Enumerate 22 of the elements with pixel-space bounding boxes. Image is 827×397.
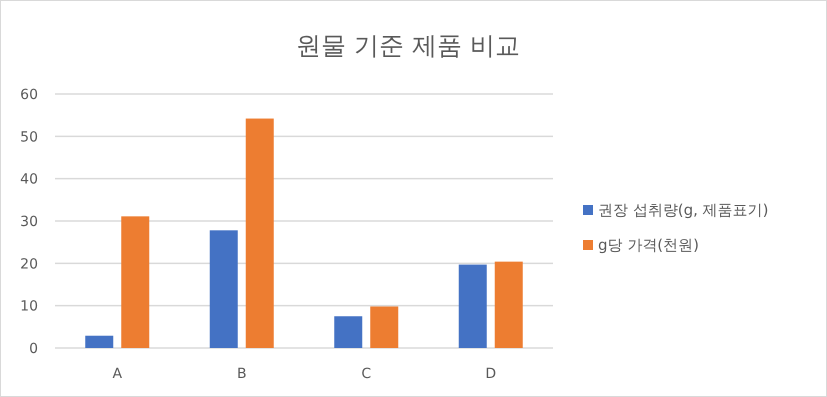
- x-tick-label: B: [236, 366, 247, 382]
- legend-label: 권장 섭취량(g, 제품표기): [598, 201, 769, 219]
- y-tick-label: 40: [20, 172, 38, 188]
- bar: [85, 336, 114, 348]
- y-tick-label: 20: [20, 256, 38, 272]
- y-tick-label: 50: [20, 129, 38, 146]
- bar: [458, 264, 487, 348]
- y-tick-label: 30: [20, 214, 38, 230]
- bar: [334, 316, 362, 348]
- bar: [210, 230, 238, 348]
- legend-label: g당 가격(천원): [598, 236, 699, 254]
- bar: [494, 262, 523, 348]
- x-tick-label: D: [485, 366, 496, 382]
- y-tick-label: 10: [20, 298, 38, 315]
- x-tick-label: C: [361, 366, 372, 382]
- bar: [246, 118, 274, 348]
- chart-title: 원물 기준 제품 비교: [296, 31, 520, 60]
- y-tick-label: 0: [29, 341, 38, 357]
- bar: [370, 306, 398, 348]
- bar: [121, 216, 150, 348]
- x-tick-label: A: [112, 366, 122, 382]
- y-tick-label: 60: [20, 87, 38, 103]
